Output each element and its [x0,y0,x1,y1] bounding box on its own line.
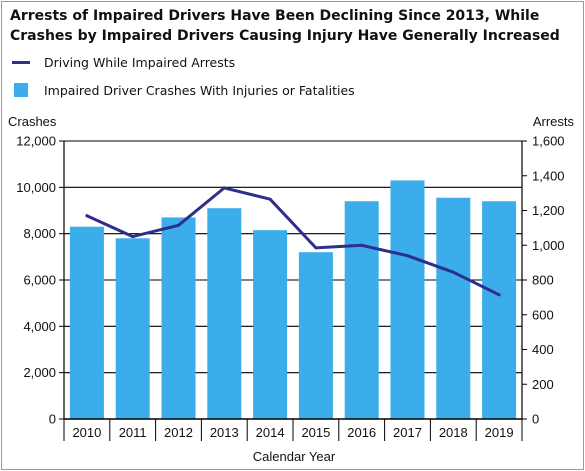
legend-label-arrests: Driving While Impaired Arrests [44,54,236,70]
x-tick-label: 2013 [210,425,239,440]
y-left-tick-label: 2,000 [23,365,56,380]
y-right-tick-label: 400 [532,342,554,357]
y-left-tick-label: 12,000 [16,134,56,149]
crash-bar [482,201,517,419]
x-axis-title: Calendar Year [253,449,336,464]
x-tick-label: 2012 [164,425,193,440]
crash-bar [436,197,471,419]
y-right-tick-label: 800 [532,273,554,288]
y-right-tick-label: 1,200 [532,203,565,218]
y-left-tick-label: 4,000 [23,319,56,334]
y-left-tick-label: 0 [49,412,56,427]
y-right-tick-label: 1,600 [532,134,565,149]
y-right-tick-label: 1,400 [532,168,565,183]
y-right-tick-label: 600 [532,307,554,322]
x-tick-label: 2011 [119,425,147,440]
arrest-point [360,243,364,247]
arrest-point [131,235,135,239]
crash-bar [69,226,104,419]
chart-title: Arrests of Impaired Drivers Have Been De… [10,8,560,44]
x-tick-label: 2014 [256,425,285,440]
axis-labels: Crashes Arrests Calendar Year [8,114,574,464]
axes: 0 2,000 4,000 6,000 8,000 10,000 12,000 0 200 400… [16,134,565,441]
x-tick-label: 2017 [393,425,422,440]
crash-bar [115,238,150,419]
legend-item-arrests: Driving While Impaired Arrests [12,52,235,72]
y-left-tick-label: 6,000 [23,273,56,288]
crash-bar [298,252,333,419]
x-tick-label: 2018 [439,425,468,440]
crash-bars [69,180,517,419]
crash-bar [390,180,425,419]
arrest-point [497,293,501,297]
x-tick-label: 2016 [347,425,376,440]
y-right-tick-label: 200 [532,377,554,392]
arrest-point [268,197,272,201]
arrest-line-layer [85,186,501,297]
y-right-tick-label: 0 [532,412,539,427]
arrest-point [177,223,180,227]
x-tick-label: 2010 [72,425,101,440]
arrest-point [85,214,89,218]
arrest-point [222,186,226,190]
arrest-point [451,270,455,274]
crash-bar [207,208,242,419]
x-tick-label: 2019 [485,425,514,440]
y-left-tick-label: 10,000 [16,180,56,195]
arrest-point [406,254,409,258]
legend-label-crashes: Impaired Driver Crashes With Injuries or… [44,82,355,98]
arrest-point [314,246,318,250]
legend-line-swatch [12,60,30,64]
legend-item-crashes: Impaired Driver Crashes With Injuries or… [12,80,355,100]
y-right-axis-title: Arrests [533,114,575,129]
legend-bar-swatch [14,83,28,97]
crash-bar [161,217,196,419]
x-tick-label: 2015 [301,425,330,440]
crash-bar [253,230,288,419]
y-left-axis-title: Crashes [8,114,57,129]
crash-bar [344,201,379,419]
arrest-line [85,186,501,297]
y-right-tick-label: 1,000 [532,238,565,253]
y-left-tick-label: 8,000 [23,226,56,241]
